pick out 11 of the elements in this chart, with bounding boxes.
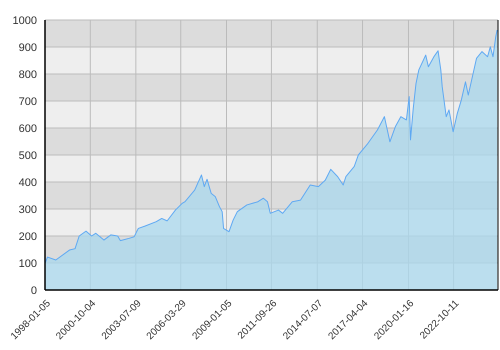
y-tick-label: 900 bbox=[18, 42, 37, 54]
y-tick-label: 700 bbox=[18, 96, 37, 108]
y-tick-label: 0 bbox=[30, 284, 37, 297]
y-tick-label: 300 bbox=[18, 204, 37, 216]
y-tick-label: 1000 bbox=[12, 14, 37, 27]
y-tick-label: 800 bbox=[18, 68, 37, 81]
y-tick-label: 100 bbox=[18, 258, 37, 270]
y-tick-label: 500 bbox=[18, 150, 37, 162]
y-tick-label: 200 bbox=[18, 230, 37, 243]
y-tick-label: 600 bbox=[18, 122, 37, 135]
y-tick-label: 400 bbox=[18, 176, 37, 189]
